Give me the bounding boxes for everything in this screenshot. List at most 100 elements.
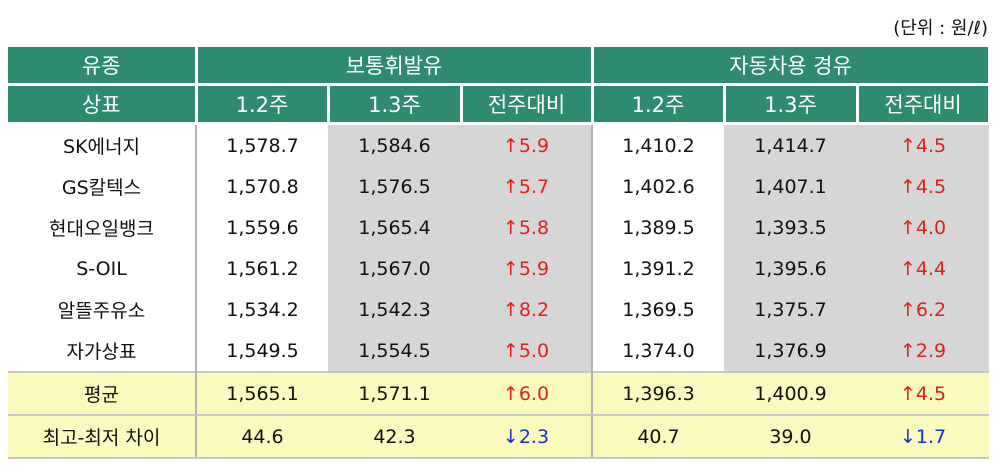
- week1-header: 1.2주: [194, 83, 330, 125]
- gasoline-week2-cell: 42.3: [328, 414, 461, 459]
- gasoline-change-cell: ↑5.9: [461, 123, 592, 166]
- arrow-down-icon: ↓: [899, 425, 916, 448]
- table-row: SK에너지 1,578.7 1,584.6 ↑5.9 1,410.2 1,414.7 ↑4.…: [8, 123, 990, 166]
- gasoline-change-cell: ↓2.3: [461, 414, 592, 459]
- gasoline-week1-cell: 1,578.7: [195, 123, 328, 166]
- arrow-up-icon: ↑: [502, 298, 519, 321]
- diesel-week2-cell: 1,414.7: [724, 123, 857, 166]
- change-value: 6.0: [518, 382, 550, 405]
- gasoline-week2-cell: 1,554.5: [328, 330, 461, 372]
- change-value: 5.0: [518, 339, 550, 362]
- diesel-week2-cell: 1,375.7: [724, 289, 857, 330]
- summary-row: 평균 1,565.1 1,571.1 ↑6.0 1,396.3 1,400.9 ↑4.5: [8, 371, 990, 416]
- gasoline-change-cell: ↑5.9: [461, 248, 592, 289]
- gasoline-week2-cell: 1,542.3: [328, 289, 461, 330]
- diesel-change-cell: ↑4.0: [857, 207, 990, 248]
- change-value: 8.2: [518, 298, 550, 321]
- change-value: 4.0: [915, 216, 947, 239]
- arrow-up-icon: ↑: [502, 175, 519, 198]
- diesel-week2-cell: 1,393.5: [724, 207, 857, 248]
- brand-cell: GS칼텍스: [61, 177, 142, 199]
- gasoline-week1-cell: 44.6: [195, 414, 328, 459]
- change-value: 2.3: [518, 425, 550, 448]
- change-value: 1.7: [915, 425, 947, 448]
- gasoline-week2-cell: 1,567.0: [328, 248, 461, 289]
- gasoline-week1-cell: 1,561.2: [195, 248, 328, 289]
- diesel-change-cell: ↑4.5: [857, 371, 990, 416]
- table-row: 현대오일뱅크 1,559.6 1,565.4 ↑5.8 1,389.5 1,393.5 ↑4…: [8, 207, 990, 248]
- diesel-week1-cell: 1,389.5: [591, 207, 724, 248]
- summary-row: 최고-최저 차이 44.6 42.3 ↓2.3 40.7 39.0 ↓1.7: [8, 414, 990, 459]
- diesel-week2-cell: 1,400.9: [724, 371, 857, 416]
- brand-cell: 최고-최저 차이: [8, 414, 196, 459]
- change-value: 5.8: [518, 216, 550, 239]
- brand-cell: 현대오일뱅크: [49, 218, 154, 240]
- fuel-type-header: 유종: [8, 44, 198, 86]
- fuel-price-table: 유종 보통휘발유 자동차용 경유 상표 1.2주 1.3주 전주대비 1.2주 …: [8, 44, 991, 459]
- diesel-week1-cell: 1,391.2: [591, 248, 724, 289]
- arrow-up-icon: ↑: [899, 175, 916, 198]
- change-value: 5.9: [518, 257, 550, 280]
- header-row-week: 상표 1.2주 1.3주 전주대비 1.2주 1.3주 전주대비: [8, 83, 991, 125]
- change-value: 4.4: [915, 257, 947, 280]
- diesel-change-cell: ↑6.2: [857, 289, 990, 330]
- diesel-week1-cell: 1,369.5: [591, 289, 724, 330]
- brand-cell: 알뜰주유소: [57, 300, 146, 322]
- diesel-change-cell: ↓1.7: [857, 414, 990, 459]
- week1-header: 1.2주: [590, 83, 726, 125]
- table-row: GS칼텍스 1,570.8 1,576.5 ↑5.7 1,402.6 1,407.1 ↑4.…: [8, 166, 990, 207]
- change-value: 5.7: [518, 175, 550, 198]
- week2-header: 1.3주: [722, 83, 859, 125]
- diesel-header: 자동차용 경유: [590, 44, 991, 86]
- arrow-up-icon: ↑: [899, 257, 916, 280]
- change-value: 4.5: [915, 175, 947, 198]
- gasoline-week1-cell: 1,559.6: [195, 207, 328, 248]
- gasoline-change-cell: ↑5.7: [461, 166, 592, 207]
- diesel-week1-cell: 1,410.2: [591, 123, 724, 166]
- diesel-change-cell: ↑4.5: [857, 123, 990, 166]
- gasoline-week2-cell: 1,584.6: [328, 123, 461, 166]
- diesel-week2-cell: 1,395.6: [724, 248, 857, 289]
- gasoline-change-cell: ↑6.0: [461, 371, 592, 416]
- table-row: S-OIL 1,561.2 1,567.0 ↑5.9 1,391.2 1,395.6 ↑4.…: [8, 248, 990, 289]
- arrow-down-icon: ↓: [502, 425, 519, 448]
- arrow-up-icon: ↑: [899, 216, 916, 239]
- change-header: 전주대비: [459, 83, 594, 125]
- arrow-up-icon: ↑: [502, 134, 519, 157]
- table-row: 알뜰주유소 1,534.2 1,542.3 ↑8.2 1,369.5 1,375.7 ↑6.…: [8, 289, 990, 330]
- change-header: 전주대비: [855, 83, 991, 125]
- header-row-fuel-type: 유종 보통휘발유 자동차용 경유: [8, 44, 991, 86]
- arrow-up-icon: ↑: [502, 382, 519, 405]
- change-value: 4.5: [915, 134, 947, 157]
- diesel-change-cell: ↑4.5: [857, 166, 990, 207]
- diesel-change-cell: ↑2.9: [857, 330, 990, 372]
- arrow-up-icon: ↑: [899, 134, 916, 157]
- table-row: 자가상표 1,549.5 1,554.5 ↑5.0 1,374.0 1,376.9 ↑2.9: [8, 330, 990, 372]
- gasoline-header: 보통휘발유: [194, 44, 594, 86]
- brand-cell: SK에너지: [63, 136, 140, 158]
- gasoline-week2-cell: 1,576.5: [328, 166, 461, 207]
- diesel-change-cell: ↑4.4: [857, 248, 990, 289]
- change-value: 4.5: [915, 382, 947, 405]
- change-value: 5.9: [518, 134, 550, 157]
- brand-cell: S-OIL: [76, 257, 127, 280]
- arrow-up-icon: ↑: [502, 339, 519, 362]
- gasoline-week1-cell: 1,549.5: [195, 330, 328, 372]
- diesel-week1-cell: 1,402.6: [591, 166, 724, 207]
- change-value: 2.9: [915, 339, 947, 362]
- arrow-up-icon: ↑: [502, 216, 519, 239]
- gasoline-week1-cell: 1,565.1: [195, 371, 328, 416]
- change-value: 6.2: [915, 298, 947, 321]
- diesel-week2-cell: 39.0: [724, 414, 857, 459]
- gasoline-week1-cell: 1,534.2: [195, 289, 328, 330]
- arrow-up-icon: ↑: [502, 257, 519, 280]
- brand-cell: 자가상표: [66, 341, 137, 363]
- brand-header: 상표: [8, 83, 198, 125]
- gasoline-week2-cell: 1,571.1: [328, 371, 461, 416]
- gasoline-change-cell: ↑5.0: [461, 330, 592, 372]
- gasoline-change-cell: ↑5.8: [461, 207, 592, 248]
- diesel-week2-cell: 1,376.9: [724, 330, 857, 372]
- arrow-up-icon: ↑: [899, 339, 916, 362]
- arrow-up-icon: ↑: [899, 298, 916, 321]
- week2-header: 1.3주: [326, 83, 463, 125]
